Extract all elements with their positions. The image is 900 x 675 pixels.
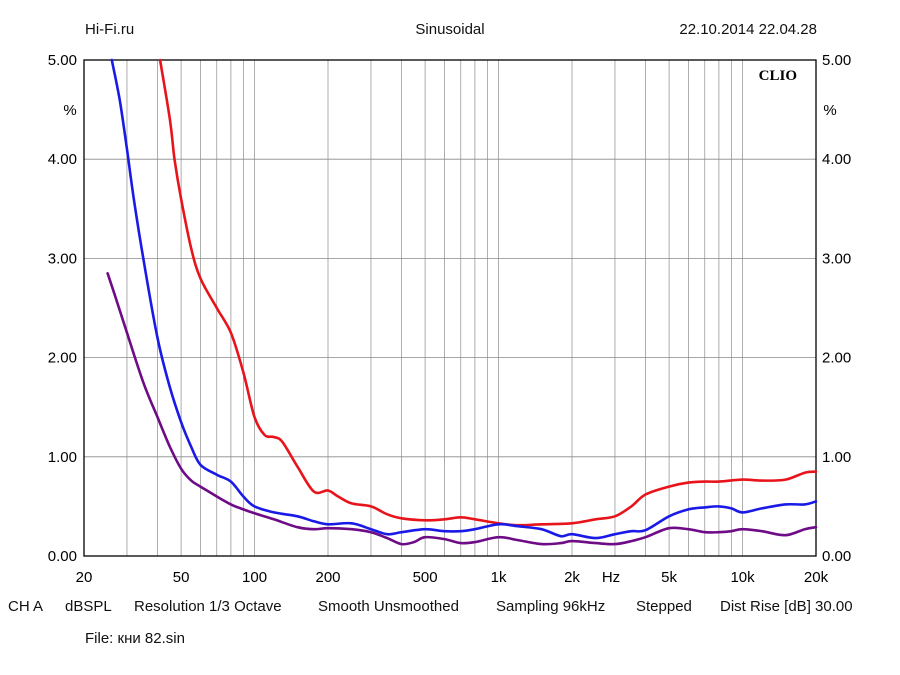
header-timestamp: 22.10.2014 22.04.28 bbox=[679, 21, 817, 38]
stepped-label: Stepped bbox=[636, 598, 692, 615]
series-line-purple bbox=[106, 272, 818, 546]
x-tick-label: 1k bbox=[491, 569, 507, 586]
x-tick-label: 10k bbox=[730, 569, 755, 586]
y-tick-label-left: 5.00 bbox=[48, 52, 77, 69]
x-tick-label: 500 bbox=[413, 569, 438, 586]
x-tick-label: 2k bbox=[564, 569, 580, 586]
y-tick-label-right: 2.00 bbox=[822, 350, 851, 367]
series-line-blue bbox=[110, 58, 818, 540]
y-axis-right: 0.00 1.00 2.00 3.00 4.00 5.00 bbox=[822, 52, 851, 565]
x-tick-label: 50 bbox=[173, 569, 190, 586]
y-unit-left: % bbox=[63, 102, 76, 119]
data-series bbox=[106, 58, 818, 546]
dist-rise-label: Dist Rise [dB] 30.00 bbox=[720, 598, 853, 615]
channel-label: CH A bbox=[8, 598, 44, 615]
y-tick-label-right: 1.00 bbox=[822, 449, 851, 466]
y-tick-label-left: 1.00 bbox=[48, 449, 77, 466]
y-tick-label-right: 0.00 bbox=[822, 548, 851, 565]
clio-logo: CLIO bbox=[759, 68, 797, 84]
header-site: Hi-Fi.ru bbox=[85, 21, 135, 38]
unit-label: dBSPL bbox=[65, 598, 112, 615]
sampling-label: Sampling 96kHz bbox=[496, 598, 606, 615]
header-title: Sinusoidal bbox=[415, 21, 485, 38]
file-label: File: кни 82.sin bbox=[85, 630, 185, 647]
resolution-label: Resolution 1/3 Octave bbox=[134, 598, 282, 615]
x-unit-label: Hz bbox=[602, 569, 620, 586]
x-tick-label: 200 bbox=[315, 569, 340, 586]
y-axis-left: 0.00 1.00 2.00 3.00 4.00 5.00 bbox=[48, 52, 77, 565]
distortion-chart: 0.00 1.00 2.00 3.00 4.00 5.00 0.00 1.00 2.00 3.0… bbox=[48, 52, 851, 586]
plot-area bbox=[84, 60, 816, 556]
y-tick-label-left: 3.00 bbox=[48, 250, 77, 267]
y-tick-label-left: 4.00 bbox=[48, 151, 77, 168]
y-tick-label-left: 0.00 bbox=[48, 548, 77, 565]
y-tick-label-left: 2.00 bbox=[48, 350, 77, 367]
plot-frame bbox=[83, 59, 817, 557]
x-tick-label: 5k bbox=[661, 569, 677, 586]
smooth-label: Smooth Unsmoothed bbox=[318, 598, 459, 615]
series-line-red bbox=[158, 58, 818, 527]
x-tick-label: 20 bbox=[76, 569, 93, 586]
x-tick-label: 100 bbox=[242, 569, 267, 586]
measurement-settings: CH A dBSPL Resolution 1/3 Octave Smooth … bbox=[8, 598, 888, 616]
x-tick-label: 20k bbox=[804, 569, 829, 586]
y-tick-label-right: 3.00 bbox=[822, 250, 851, 267]
y-tick-label-right: 5.00 bbox=[822, 52, 851, 69]
y-tick-label-right: 4.00 bbox=[822, 151, 851, 168]
x-axis: 20 50 100 200 500 1k 2k 5k 10k 20k bbox=[76, 569, 829, 586]
y-unit-right: % bbox=[823, 102, 836, 119]
